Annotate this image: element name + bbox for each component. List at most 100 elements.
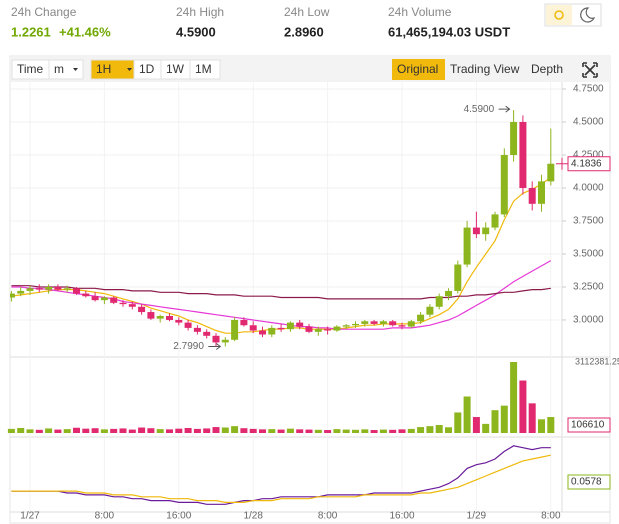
volume-bar (35, 429, 43, 433)
candle-body (454, 264, 462, 291)
candle-body (35, 288, 43, 290)
sun-bg (546, 5, 572, 25)
candle-body (17, 290, 25, 294)
candle-body (426, 306, 434, 315)
last-price-tag (567, 156, 611, 172)
volume-bar (538, 419, 545, 433)
toolbar-button[interactable]: m (48, 59, 84, 80)
fullscreen-icon[interactable] (582, 62, 598, 78)
volume-bar (445, 427, 452, 433)
stat-label: 24h Change (11, 5, 77, 19)
y-tick-label: 4.5000 (573, 117, 604, 128)
candle-body (91, 296, 99, 301)
candle-body (277, 327, 285, 330)
candle-body (519, 121, 527, 188)
candle-body (510, 121, 518, 155)
toolbar-button[interactable]: 1D (133, 59, 163, 80)
volume-bar (277, 429, 285, 433)
candle-body (268, 327, 276, 335)
stat-change: +41.46% (59, 24, 111, 39)
toolbar-button[interactable]: Depth (526, 59, 570, 80)
volume-bar (138, 427, 146, 433)
candle-body (231, 319, 239, 340)
button-label: 1W (166, 62, 185, 76)
candle-body (175, 319, 183, 323)
toolbar-button[interactable]: Original (392, 59, 446, 80)
volume-bar (417, 427, 425, 433)
volume-bar (45, 428, 53, 433)
candle-body (249, 325, 257, 331)
volume-bar (184, 427, 192, 433)
volume-bar (91, 428, 99, 433)
high-annotation: 4.5900 (464, 104, 495, 115)
moving-average-line (11, 285, 551, 300)
sun-icon[interactable] (554, 10, 564, 20)
volume-bar (547, 417, 555, 433)
candle-body (296, 322, 304, 327)
candle-body (156, 316, 164, 319)
volume-bar (370, 430, 378, 433)
candle-body (305, 326, 313, 332)
button-label: 1D (139, 62, 155, 76)
stat-label: 24h Low (284, 5, 330, 19)
volume-bar (435, 425, 443, 433)
candle-body (389, 321, 397, 326)
theme-toggle[interactable] (544, 3, 602, 27)
volume-bar (454, 412, 462, 433)
volume-bar (352, 429, 359, 433)
toolbar-button[interactable]: Trading View (445, 59, 529, 80)
volume-bar (314, 429, 322, 433)
volume-bar (73, 427, 80, 433)
candle-body (435, 296, 443, 307)
x-tick-label: 16:00 (389, 511, 414, 522)
stat-value: 4.5900 (176, 24, 216, 39)
dropdown-caret (127, 68, 132, 71)
candle-body (240, 319, 248, 326)
stat-label: 24h High (176, 5, 224, 19)
volume-bar (231, 426, 239, 433)
button-bg (189, 59, 221, 80)
volume-bar (296, 429, 304, 433)
candle-body (128, 304, 136, 307)
toolbar-button[interactable]: Time (11, 59, 53, 80)
toolbar-button[interactable]: 1W (160, 59, 194, 80)
button-bg (392, 59, 446, 80)
candle-body (482, 227, 490, 235)
toolbar-button[interactable]: 1H (90, 59, 138, 80)
candle-body (361, 321, 369, 324)
moon-icon[interactable] (580, 7, 596, 23)
button-label: Time (17, 62, 44, 76)
volume-bar (110, 428, 118, 433)
price-pane (10, 88, 562, 347)
volume-bar (324, 430, 332, 433)
volume-bar (286, 428, 294, 433)
candle-body (193, 327, 201, 332)
candle-body (445, 290, 452, 297)
volume-bar (156, 429, 164, 433)
volume-bar (119, 428, 127, 433)
volume-bar (82, 428, 90, 433)
volume-bar (128, 429, 136, 433)
volume-bar (482, 423, 490, 433)
y-tick-label: 4.0000 (573, 183, 604, 194)
volume-bar (361, 429, 369, 433)
volume-bar (389, 429, 397, 433)
chart-frame (9, 55, 611, 524)
stat-value: 61,465,194.03 USDT (388, 24, 510, 39)
button-label: Depth (531, 62, 563, 76)
volume-bar (259, 429, 266, 433)
volume-bar (54, 429, 62, 433)
toolbar-button[interactable]: 1M (189, 59, 221, 80)
candle-body (119, 302, 127, 305)
volume-bar (166, 429, 173, 433)
x-tick-label: 1/28 (243, 511, 263, 522)
candle-body (370, 321, 378, 324)
indicator-line (11, 445, 551, 505)
low-arrow (208, 343, 222, 350)
volume-bar (268, 429, 276, 433)
stat-value: 2.8960 (284, 24, 324, 39)
high-arrow (498, 105, 511, 113)
candle-body (138, 306, 146, 313)
y-tick-label: 4.7500 (573, 84, 604, 95)
